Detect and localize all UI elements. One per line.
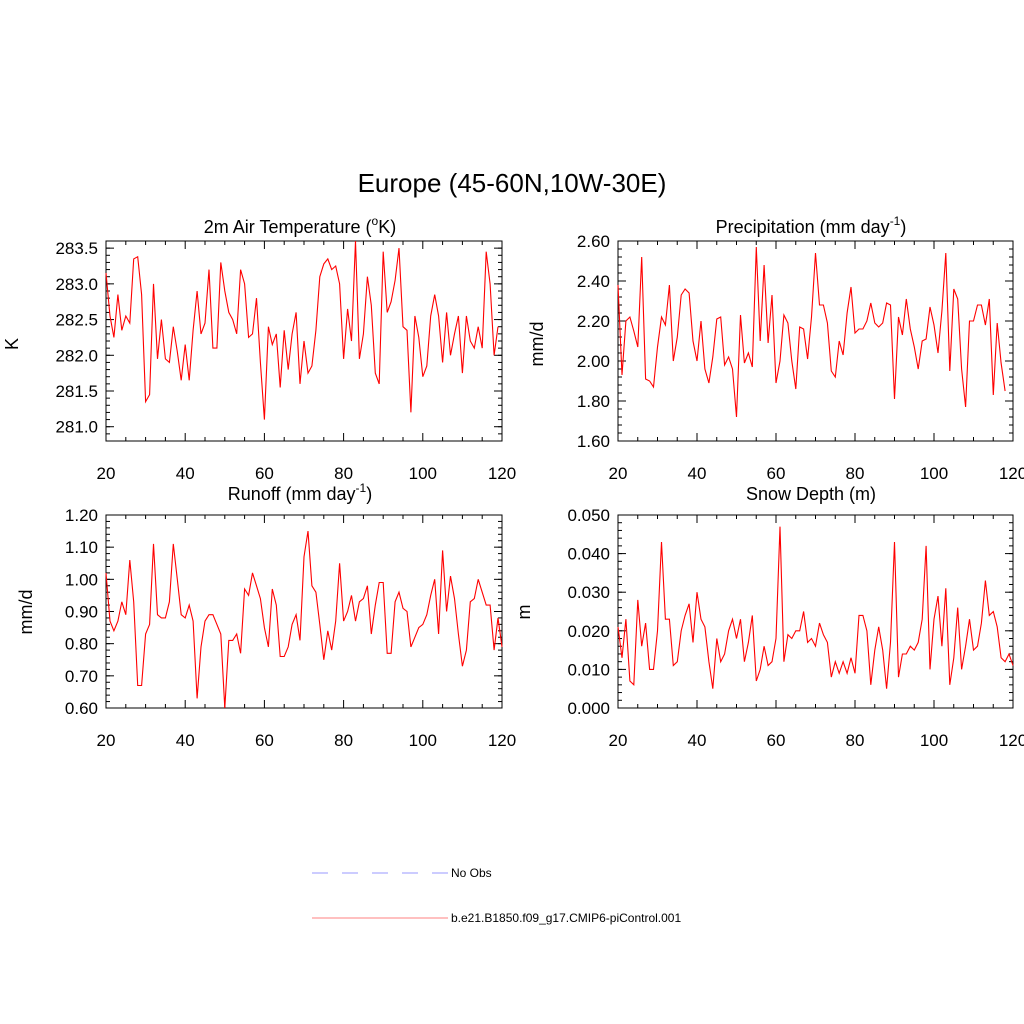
x-tick-label: 100 — [409, 731, 437, 750]
y-axis-label: mm/d — [16, 590, 36, 635]
x-tick-label: 60 — [255, 731, 274, 750]
panel-title: 2m Air Temperature (oK) — [204, 214, 396, 237]
y-tick-label: 1.60 — [577, 432, 610, 451]
y-tick-label: 2.20 — [577, 312, 610, 331]
legend-label-model: b.e21.B1850.f09_g17.CMIP6-piControl.001 — [451, 911, 681, 925]
legend: No Obs b.e21.B1850.f09_g17.CMIP6-piContr… — [312, 866, 681, 925]
series-line — [105, 240, 499, 420]
panel-precipitation: Precipitation (mm day-1) mm/d 20 40 60 80 10… — [527, 214, 1024, 483]
x-tick-label: 60 — [767, 731, 786, 750]
y-tick-label: 0.040 — [567, 545, 610, 564]
tick-labels: 20 40 60 80 100 120 281.0 281.5 282.0 282.5 283.0 2… — [55, 239, 516, 483]
series-line — [617, 246, 1006, 418]
x-tick-label: 100 — [920, 464, 948, 483]
x-tick-label: 40 — [688, 464, 707, 483]
y-tick-label: 1.80 — [577, 392, 610, 411]
tick-labels: 20 40 60 80 100 120 0.000 0.010 0.020 0.030 0.040 0… — [567, 506, 1024, 750]
y-tick-label: 282.5 — [55, 311, 98, 330]
x-tick-label: 100 — [409, 464, 437, 483]
plot-frame — [617, 240, 1014, 442]
series-line — [105, 531, 503, 709]
panel-2m-air-temperature: 2m Air Temperature (oK) K 20 40 60 80 100 120… — [2, 214, 516, 483]
y-tick-label: 0.90 — [65, 603, 98, 622]
x-tick-label: 40 — [176, 731, 195, 750]
x-tick-label: 80 — [846, 731, 865, 750]
series-line — [617, 526, 1014, 689]
y-tick-label: 1.10 — [65, 538, 98, 557]
x-tick-label: 120 — [999, 464, 1024, 483]
panel-title: Precipitation (mm day-1) — [716, 214, 907, 237]
y-axis-label: mm/d — [527, 322, 547, 367]
panel-title: Snow Depth (m) — [746, 484, 876, 504]
y-tick-label: 2.60 — [577, 232, 610, 251]
x-tick-label: 80 — [846, 464, 865, 483]
x-tick-label: 20 — [609, 731, 628, 750]
x-tick-label: 60 — [255, 464, 274, 483]
x-tick-label: 80 — [334, 464, 353, 483]
x-tick-label: 60 — [767, 464, 786, 483]
tick-labels: 20 40 60 80 100 120 1.60 1.80 2.00 2.20 2.40 2.60 — [577, 232, 1024, 483]
figure-title: Europe (45-60N,10W-30E) — [358, 168, 667, 198]
y-tick-label: 283.0 — [55, 275, 98, 294]
plot-frame — [105, 514, 503, 709]
x-tick-label: 120 — [999, 731, 1024, 750]
y-tick-label: 281.5 — [55, 382, 98, 401]
x-tick-label: 100 — [920, 731, 948, 750]
y-tick-label: 2.00 — [577, 352, 610, 371]
axis-ticks — [105, 240, 503, 442]
y-tick-label: 2.40 — [577, 272, 610, 291]
y-tick-label: 0.050 — [567, 506, 610, 525]
legend-label-no-obs: No Obs — [451, 866, 492, 880]
x-tick-label: 120 — [488, 731, 516, 750]
y-tick-label: 0.70 — [65, 667, 98, 686]
y-axis-label: m — [514, 605, 534, 620]
x-tick-label: 20 — [97, 731, 116, 750]
panel-runoff: Runoff (mm day-1) mm/d 20 40 60 80 100 120 0.6… — [16, 481, 516, 750]
y-tick-label: 0.010 — [567, 660, 610, 679]
y-tick-label: 282.0 — [55, 346, 98, 365]
y-tick-label: 0.60 — [65, 699, 98, 718]
axis-ticks — [105, 514, 503, 709]
x-tick-label: 120 — [488, 464, 516, 483]
y-tick-label: 0.030 — [567, 583, 610, 602]
y-tick-label: 283.5 — [55, 239, 98, 258]
axis-ticks — [617, 240, 1014, 442]
plot-frame — [617, 514, 1014, 709]
panel-title: Runoff (mm day-1) — [228, 481, 372, 504]
y-axis-label: K — [2, 338, 22, 350]
x-tick-label: 20 — [97, 464, 116, 483]
y-tick-label: 1.00 — [65, 570, 98, 589]
x-tick-label: 20 — [609, 464, 628, 483]
x-tick-label: 40 — [688, 731, 707, 750]
y-tick-label: 0.80 — [65, 635, 98, 654]
y-tick-label: 0.000 — [567, 699, 610, 718]
axis-ticks — [617, 514, 1014, 709]
panel-snow-depth: Snow Depth (m) m 20 40 60 80 100 120 0.000 0.01… — [514, 484, 1024, 750]
y-tick-label: 281.0 — [55, 418, 98, 437]
x-tick-label: 40 — [176, 464, 195, 483]
x-tick-label: 80 — [334, 731, 353, 750]
y-tick-label: 1.20 — [65, 506, 98, 525]
y-tick-label: 0.020 — [567, 622, 610, 641]
tick-labels: 20 40 60 80 100 120 0.60 0.70 0.80 0.90 1.00 1.10 1.… — [65, 506, 516, 750]
